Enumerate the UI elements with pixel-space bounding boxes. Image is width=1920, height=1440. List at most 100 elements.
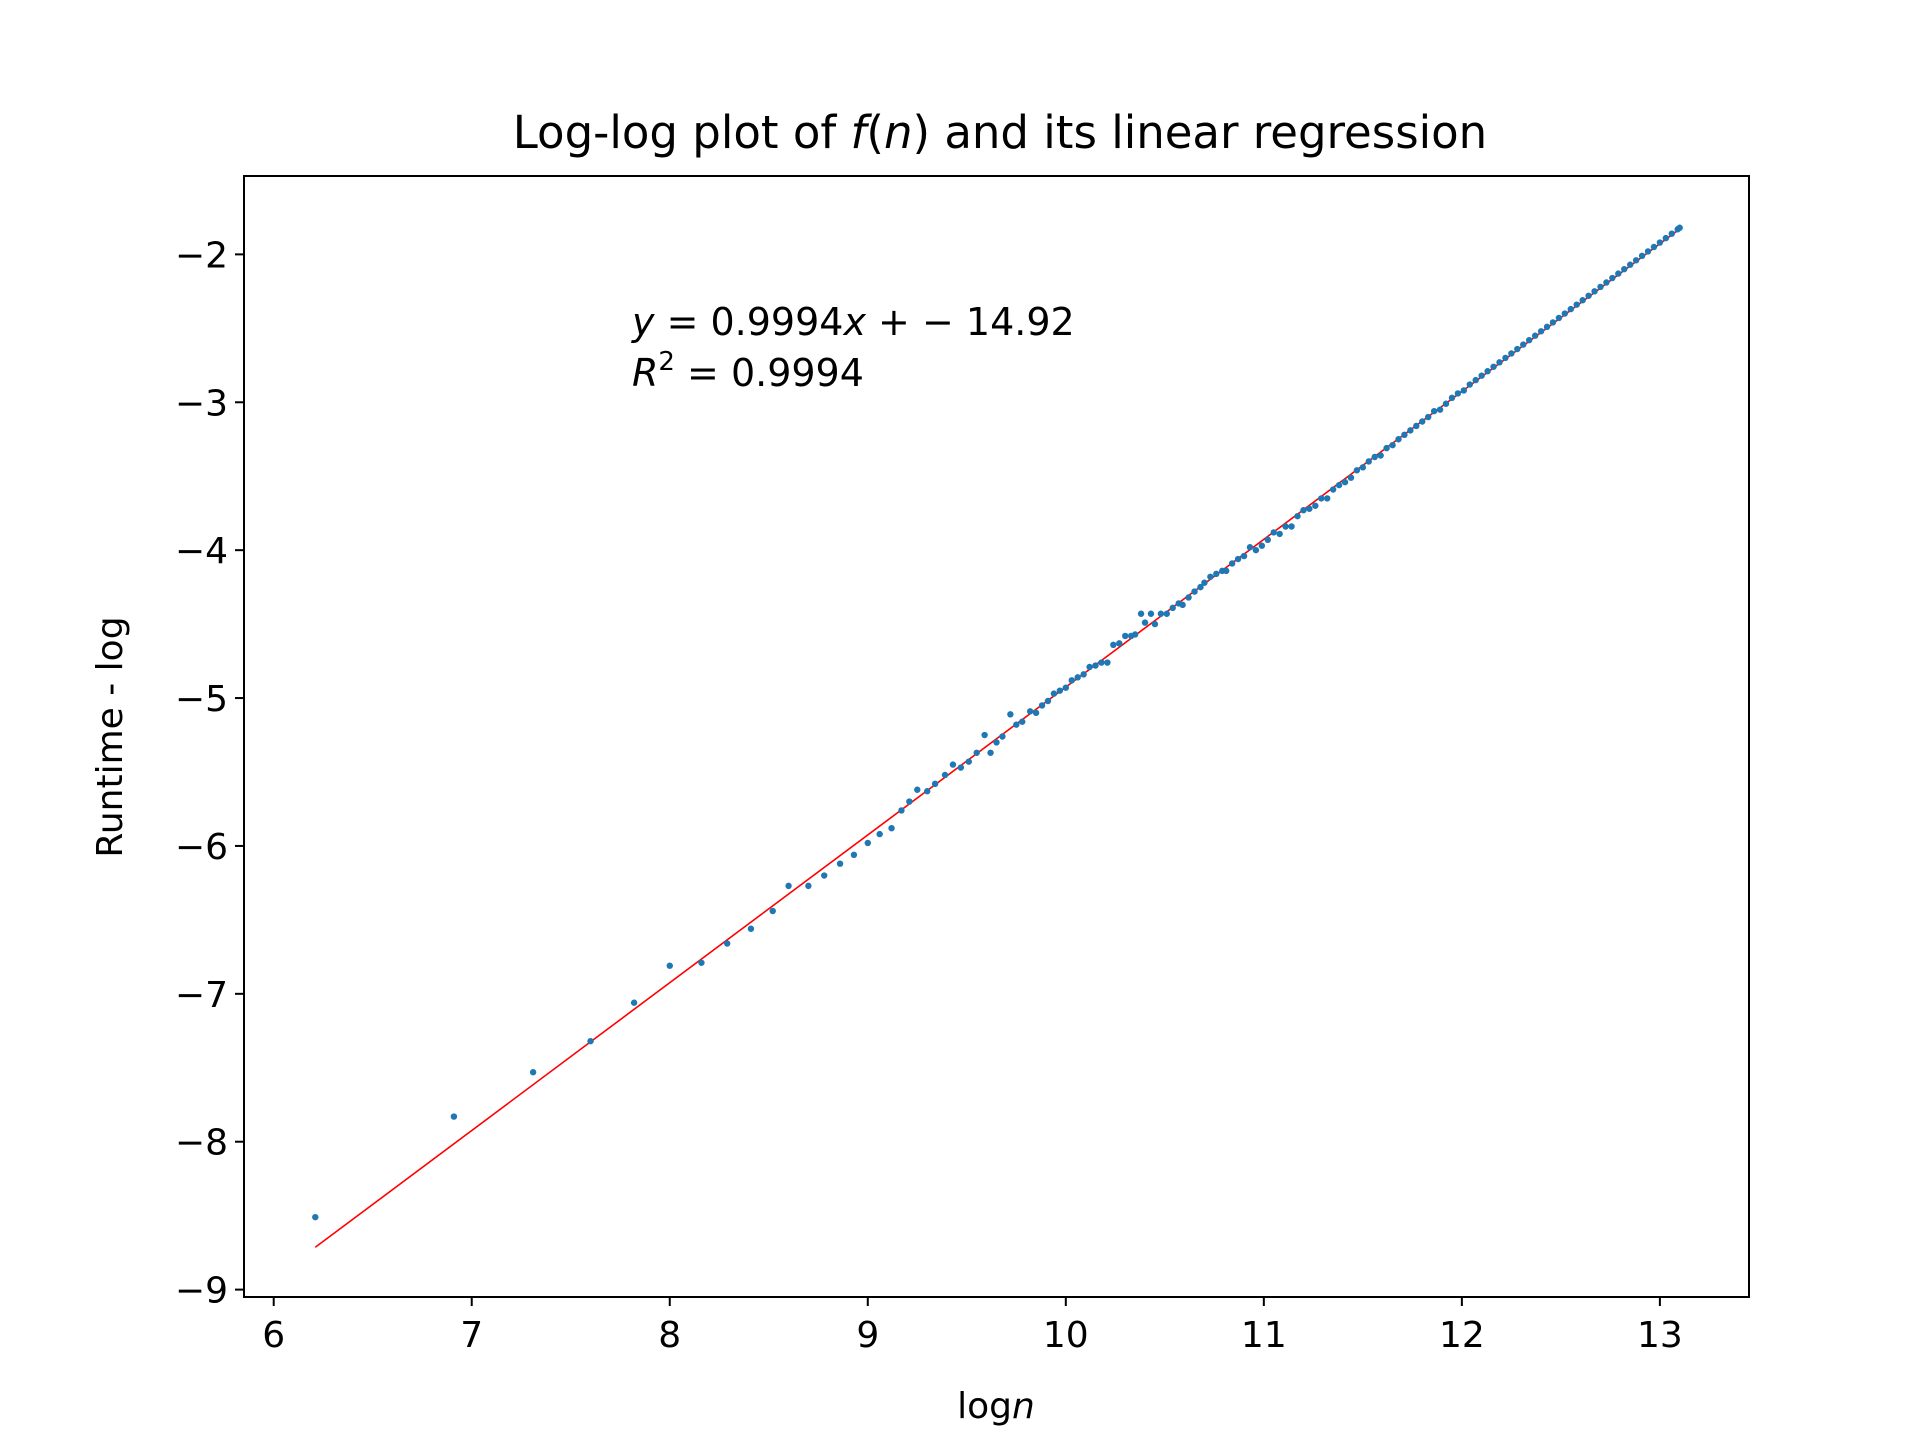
data-point — [1537, 328, 1545, 335]
data-point — [1413, 422, 1420, 430]
data-point — [805, 882, 812, 890]
data-point — [1234, 555, 1242, 563]
data-point — [630, 999, 638, 1006]
data-point — [973, 749, 980, 756]
data-point — [1597, 283, 1604, 291]
data-point — [1650, 243, 1658, 251]
data-point — [1197, 583, 1204, 591]
chart-title: Log-log plot of f(n) and its linear regr… — [513, 106, 1487, 159]
data-point — [1019, 718, 1026, 725]
data-point — [1056, 687, 1064, 694]
data-point — [1007, 711, 1014, 718]
data-point — [769, 907, 776, 915]
data-point — [1341, 478, 1349, 486]
data-point — [1454, 390, 1462, 397]
x-tick-label: 6 — [262, 1315, 285, 1356]
y-tick-label: −9 — [175, 1271, 228, 1312]
data-point — [1074, 674, 1081, 681]
data-point — [1676, 224, 1683, 231]
data-point — [1329, 486, 1337, 493]
data-point — [1531, 332, 1539, 339]
data-point — [1032, 709, 1040, 717]
data-point — [1191, 588, 1198, 595]
data-point — [785, 882, 792, 890]
data-point — [1638, 252, 1646, 260]
data-point — [1591, 288, 1598, 295]
data-point — [1306, 505, 1313, 512]
data-point — [1626, 261, 1634, 268]
data-point — [1038, 702, 1046, 709]
data-point — [1585, 292, 1592, 299]
data-point — [914, 786, 921, 793]
data-point — [1525, 336, 1533, 344]
data-point — [1312, 502, 1319, 509]
data-point — [1300, 507, 1307, 514]
x-tick-label: 8 — [658, 1315, 681, 1356]
data-point — [1157, 610, 1165, 617]
data-point — [1213, 570, 1220, 578]
data-point — [1353, 467, 1361, 474]
data-point — [1520, 341, 1527, 348]
data-point — [1062, 684, 1070, 691]
data-point — [1543, 323, 1551, 331]
data-point — [1365, 458, 1372, 465]
data-point — [821, 872, 828, 879]
data-point — [1116, 640, 1123, 647]
data-point — [1276, 530, 1283, 538]
y-tick-label: −8 — [175, 1123, 228, 1164]
data-point — [1318, 495, 1325, 502]
data-point — [1371, 453, 1378, 461]
data-point — [1442, 400, 1450, 407]
data-point — [987, 749, 994, 756]
data-point — [906, 798, 913, 805]
data-point — [876, 830, 883, 838]
data-points — [312, 224, 1683, 1221]
data-point — [1141, 619, 1149, 626]
data-point — [1086, 663, 1093, 671]
data-point — [1668, 230, 1675, 237]
data-point — [1359, 464, 1367, 471]
data-point — [993, 739, 1000, 746]
data-point — [1246, 544, 1254, 551]
data-point — [450, 1113, 458, 1120]
data-point — [850, 851, 858, 859]
x-tick-label: 10 — [1043, 1315, 1089, 1356]
x-tick-label: 13 — [1637, 1315, 1683, 1356]
data-point — [898, 807, 905, 814]
data-point — [1068, 677, 1075, 684]
data-point — [1110, 641, 1117, 649]
data-point — [1264, 536, 1271, 544]
data-point — [1013, 721, 1020, 728]
data-point — [1207, 573, 1214, 580]
data-point — [1621, 265, 1628, 273]
data-point — [1561, 310, 1569, 317]
data-point — [1288, 523, 1295, 530]
data-point — [1395, 436, 1402, 443]
data-point — [981, 731, 988, 739]
data-point — [965, 758, 972, 765]
data-point — [1080, 671, 1087, 678]
data-point — [949, 761, 957, 768]
plot-frame — [243, 175, 1750, 1298]
data-point — [1324, 495, 1331, 502]
data-point — [698, 959, 705, 966]
data-point — [1185, 594, 1192, 601]
data-point — [1282, 523, 1289, 530]
data-point — [1383, 444, 1390, 452]
data-point — [999, 733, 1006, 740]
y-axis-label: Runtime - log — [90, 616, 131, 857]
data-point — [1151, 620, 1159, 628]
data-point — [1644, 248, 1652, 255]
data-point — [1335, 481, 1343, 489]
y-tick-label: −4 — [175, 531, 228, 572]
data-point — [312, 1213, 319, 1221]
data-point — [1508, 350, 1515, 357]
data-point — [1603, 279, 1610, 286]
data-point — [1436, 406, 1444, 413]
data-point — [888, 824, 895, 832]
data-point — [1104, 659, 1111, 666]
data-point — [1472, 376, 1479, 384]
data-point — [1401, 431, 1408, 439]
